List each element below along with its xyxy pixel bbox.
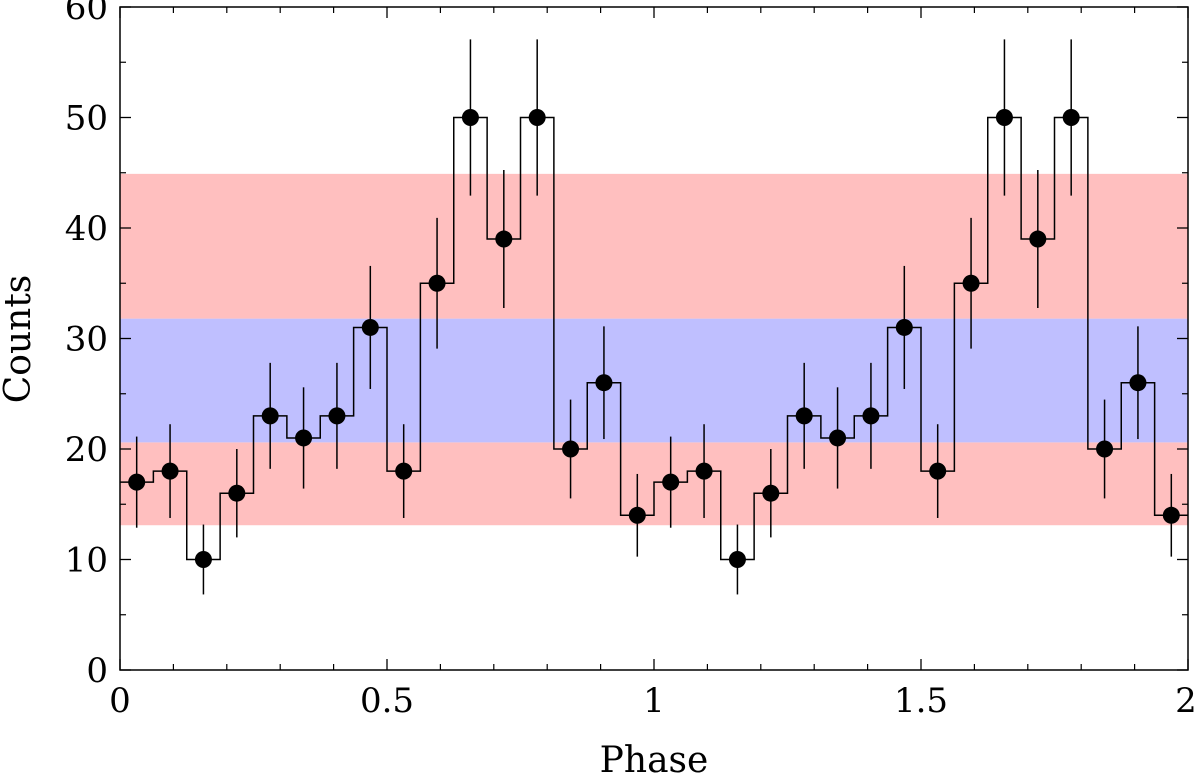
data-point	[929, 462, 947, 480]
data-point	[728, 551, 746, 568]
data-point	[562, 440, 580, 458]
data-point	[1029, 230, 1047, 248]
bands-layer	[120, 173, 1188, 526]
data-point	[361, 318, 379, 336]
data-point	[1129, 374, 1147, 392]
data-point	[461, 109, 479, 126]
data-point	[1062, 109, 1080, 126]
data-point	[628, 506, 646, 524]
x-tick-label: 0.5	[360, 681, 414, 721]
data-point	[895, 318, 913, 336]
y-axis-label: Counts	[0, 275, 39, 404]
data-point	[1096, 440, 1114, 458]
data-point	[161, 462, 179, 480]
y-tick-label: 30	[65, 320, 108, 360]
y-tick-label: 10	[65, 541, 108, 581]
data-point	[962, 274, 980, 292]
data-point	[995, 109, 1013, 126]
data-point	[795, 407, 813, 425]
data-point	[762, 484, 780, 502]
blue-band	[120, 318, 1188, 443]
data-point	[194, 551, 212, 568]
x-tick-label: 1.5	[894, 681, 948, 721]
data-point	[829, 429, 847, 447]
data-point	[261, 407, 279, 425]
data-point	[595, 374, 613, 392]
y-tick-label: 20	[65, 430, 108, 470]
plot-frame	[119, 6, 1189, 671]
data-point	[295, 429, 313, 447]
upper-red-band	[120, 173, 1188, 319]
x-tick-label: 2	[1175, 681, 1197, 721]
data-point	[495, 230, 513, 248]
data-point	[862, 407, 880, 425]
points-layer	[128, 109, 1180, 568]
y-tick-label: 40	[65, 209, 108, 249]
data-point	[428, 274, 446, 292]
y-tick-label: 50	[65, 99, 108, 139]
data-point	[1162, 506, 1180, 524]
x-tick-label: 1	[643, 681, 665, 721]
data-point	[395, 462, 413, 480]
x-axis-label: Phase	[600, 740, 709, 775]
x-tick-label: 0	[109, 681, 131, 721]
data-point	[328, 407, 346, 425]
y-tick-label: 0	[86, 651, 108, 691]
y-tick-label: 60	[65, 0, 108, 28]
data-point	[528, 109, 546, 126]
data-point	[662, 473, 680, 491]
data-point	[228, 484, 246, 502]
data-point	[695, 462, 713, 480]
data-point	[128, 473, 146, 491]
